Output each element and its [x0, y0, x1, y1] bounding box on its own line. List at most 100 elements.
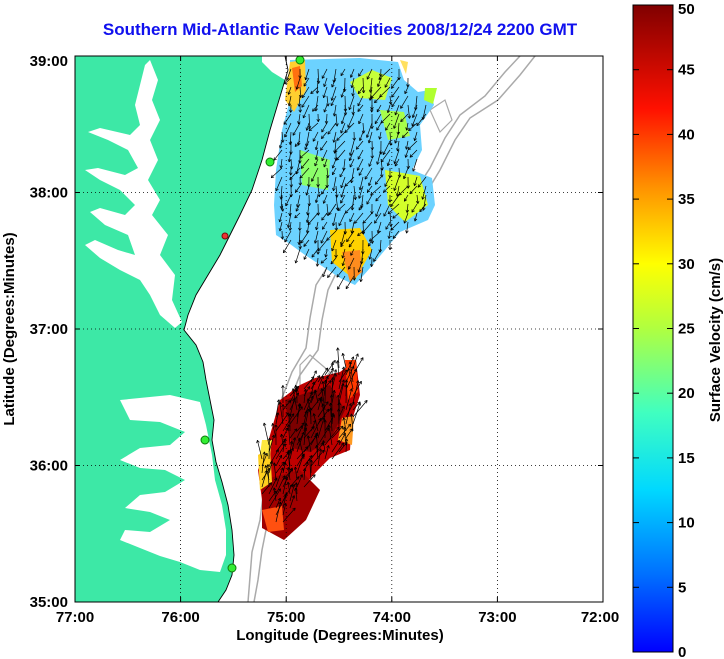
velocity-arrow-head: [369, 238, 371, 242]
velocity-arrow-head: [344, 183, 347, 187]
velocity-arrow-head: [283, 502, 287, 506]
velocity-arrow-head: [349, 107, 352, 110]
velocity-arrow: [404, 194, 409, 202]
velocity-arrow-head: [326, 175, 329, 178]
velocity-arrow: [284, 122, 292, 138]
velocity-arrow-head: [351, 111, 354, 115]
velocity-arrow-head: [284, 80, 286, 85]
velocity-arrow: [407, 104, 410, 119]
velocity-arrow: [394, 131, 400, 144]
velocity-arrow-head: [331, 222, 334, 226]
x-axis-ticks: 77:00 76:00 75:00 74:00 73:00 72:00: [56, 56, 619, 626]
velocity-arrow-head: [273, 462, 277, 466]
velocity-arrow-head: [354, 220, 356, 224]
velocity-arrow-head: [269, 437, 272, 441]
velocity-arrow: [396, 185, 400, 197]
velocity-arrow: [411, 203, 418, 213]
velocity-arrow-head: [342, 426, 345, 430]
velocity-arrow-head: [323, 419, 326, 423]
velocity-arrow: [366, 122, 373, 138]
velocity-arrow-head: [371, 211, 374, 215]
velocity-arrow-head: [287, 225, 291, 228]
velocity-arrow: [321, 388, 326, 411]
velocity-arrow-head: [312, 413, 314, 417]
velocity-arrow: [299, 86, 302, 98]
velocity-arrow-head: [342, 263, 346, 267]
velocity-arrow: [295, 248, 301, 264]
velocity-arrow-head: [355, 196, 357, 200]
velocity-arrow-head: [277, 412, 280, 416]
velocity-arrow-head: [384, 85, 388, 88]
velocity-arrow-head: [374, 101, 378, 104]
velocity-arrow: [370, 86, 382, 99]
chesapeake-bay: [85, 60, 182, 328]
velocity-arrow: [330, 257, 337, 265]
velocity-arrow-head: [286, 424, 289, 428]
velocity-arrow-head: [297, 121, 299, 125]
velocity-arrow-head: [294, 482, 297, 486]
velocity-arrow: [359, 131, 364, 141]
velocity-arrow-head: [285, 412, 289, 415]
velocity-arrow: [295, 185, 301, 193]
velocity-arrow-head: [332, 139, 334, 143]
velocity-arrow-head: [296, 476, 300, 478]
velocity-arrow: [279, 212, 283, 223]
station-marker-alert: [221, 232, 229, 240]
velocity-arrow-head: [368, 97, 371, 101]
velocity-arrow: [315, 95, 319, 112]
velocity-arrow: [405, 149, 409, 158]
velocity-arrow-head: [370, 194, 374, 196]
velocity-arrow: [348, 257, 355, 270]
velocity-arrow-head: [341, 366, 345, 370]
y-tick-label: 37:00: [30, 321, 68, 338]
velocity-arrow-head: [275, 188, 279, 192]
y-axis-ticks: 39:00 38:00 37:00 36:00 35:00: [30, 53, 603, 611]
velocity-arrow: [347, 113, 355, 128]
velocity-arrow-head: [305, 77, 308, 81]
velocity-arrow: [275, 475, 286, 495]
velocity-arrow: [323, 86, 328, 98]
velocity-arrow-head: [321, 381, 324, 385]
velocity-arrow-head: [326, 445, 329, 448]
velocity-arrow-head: [310, 395, 313, 399]
velocity-arrow: [357, 230, 364, 237]
velocity-arrow-head: [377, 110, 380, 113]
velocity-arrow-head: [346, 379, 349, 383]
velocity-arrow-head: [388, 101, 392, 105]
velocity-arrow-head: [284, 440, 286, 444]
velocity-arrow: [298, 95, 301, 107]
velocity-arrow-head: [287, 467, 291, 470]
velocity-arrow-head: [343, 383, 345, 387]
velocity-arrow-head: [315, 227, 319, 231]
velocity-arrow-head: [364, 177, 368, 180]
velocity-arrow-head: [341, 121, 345, 125]
velocity-arrow: [303, 423, 307, 446]
velocity-arrow-head: [315, 200, 319, 203]
velocity-arrow-head: [396, 193, 400, 197]
velocity-arrow-head: [308, 408, 310, 412]
velocity-arrow-head: [387, 212, 392, 215]
velocity-arrow-head: [390, 205, 394, 208]
velocity-arrow-head: [411, 114, 414, 118]
velocity-arrow: [320, 140, 328, 151]
velocity-arrow: [345, 438, 347, 453]
velocity-arrow-head: [368, 183, 372, 187]
velocity-arrow: [324, 368, 334, 383]
velocity-arrow-head: [320, 375, 324, 379]
velocity-arrow: [300, 230, 310, 244]
velocity-arrow-head: [279, 219, 282, 223]
velocity-arrow: [361, 221, 373, 234]
velocity-arrow: [383, 185, 391, 193]
velocity-arrow-head: [415, 107, 418, 111]
velocity-arrow: [279, 401, 284, 425]
velocity-arrow-head: [361, 261, 364, 265]
velocity-arrow: [326, 167, 329, 178]
velocity-arrow: [257, 440, 263, 460]
velocity-arrow-head: [342, 255, 345, 259]
velocity-arrow-head: [313, 426, 315, 430]
velocity-arrow: [369, 86, 373, 101]
velocity-arrow-head: [316, 263, 320, 267]
velocity-arrow: [385, 122, 391, 131]
velocity-arrow-head: [344, 438, 347, 442]
velocity-arrow: [343, 426, 347, 446]
